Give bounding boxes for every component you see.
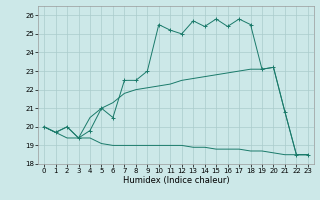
X-axis label: Humidex (Indice chaleur): Humidex (Indice chaleur) xyxy=(123,176,229,185)
